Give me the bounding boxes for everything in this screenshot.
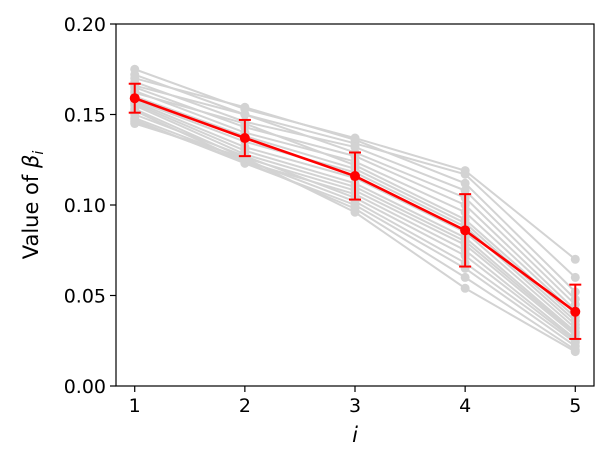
background-point xyxy=(570,347,580,357)
y-tick-label: 0.05 xyxy=(64,286,106,308)
background-point xyxy=(240,102,250,112)
background-point xyxy=(240,110,250,119)
y-tick-label: 0.10 xyxy=(64,195,106,217)
background-point xyxy=(460,169,470,179)
y-tick-label: 0.00 xyxy=(64,376,106,398)
mean-point xyxy=(460,225,471,236)
y-axis-ticks: 0.00 0.05 0.10 0.15 0.20 xyxy=(64,14,116,398)
background-point xyxy=(460,283,470,293)
mean-point xyxy=(350,171,360,182)
mean-point xyxy=(570,306,581,317)
mean-series-group xyxy=(128,82,582,340)
y-tick-label: 0.15 xyxy=(64,105,106,127)
background-point xyxy=(130,119,140,129)
background-point xyxy=(350,135,360,145)
y-tick-label: 0.20 xyxy=(64,14,106,36)
background-point xyxy=(460,272,470,282)
background-point xyxy=(350,207,360,217)
y-axis-title: Value of βi xyxy=(19,151,47,260)
mean-point xyxy=(239,133,250,144)
x-tick-label: 1 xyxy=(129,395,141,417)
y-axis-title-symbol: β xyxy=(19,155,43,169)
x-tick-label: 3 xyxy=(349,395,361,417)
background-point xyxy=(460,178,470,188)
x-tick-label: 2 xyxy=(239,395,251,417)
y-axis-title-subscript: i xyxy=(31,151,47,155)
x-axis-ticks: 1 2 3 4 5 xyxy=(129,386,581,417)
y-axis-title-prefix: Value of xyxy=(19,168,43,259)
background-point xyxy=(460,186,470,196)
mean-point xyxy=(129,93,140,104)
x-axis-title: i xyxy=(352,423,358,447)
x-tick-label: 5 xyxy=(569,395,581,417)
background-point xyxy=(570,272,580,282)
x-tick-label: 4 xyxy=(459,395,471,417)
background-point xyxy=(570,254,580,264)
background-points-group xyxy=(130,64,580,357)
